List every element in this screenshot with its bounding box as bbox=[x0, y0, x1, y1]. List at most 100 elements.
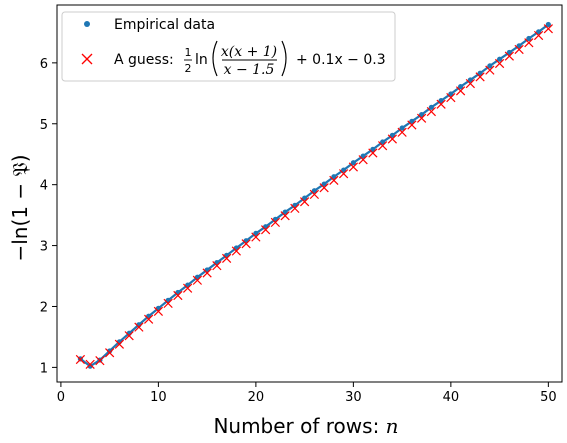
guess-point bbox=[377, 141, 388, 151]
x-tick-label: 0 bbox=[57, 390, 65, 405]
guess-point bbox=[251, 232, 261, 242]
empirical-point bbox=[321, 181, 327, 187]
guess-point bbox=[485, 65, 495, 75]
guess-point bbox=[416, 113, 427, 123]
guess-point bbox=[280, 211, 290, 221]
y-tick-label: 4 bbox=[40, 179, 48, 194]
guess-point bbox=[514, 44, 524, 55]
legend-half-denominator: 2 bbox=[185, 62, 192, 75]
axes-frame bbox=[56, 4, 563, 383]
guess-point bbox=[455, 86, 466, 96]
x-tick-label: 50 bbox=[540, 390, 557, 405]
guess-point bbox=[163, 298, 173, 309]
legend-box bbox=[61, 11, 396, 82]
guess-point bbox=[543, 24, 553, 34]
legend-half-numerator: 1 bbox=[185, 46, 192, 59]
guess-point bbox=[348, 162, 358, 172]
legend-empirical-label: Empirical data bbox=[114, 17, 215, 33]
empirical-point bbox=[458, 84, 464, 90]
guess-point bbox=[387, 134, 397, 144]
guess-point bbox=[114, 339, 125, 349]
empirical-point bbox=[389, 132, 395, 138]
legend-tail: + 0.1x − 0.3 bbox=[296, 52, 386, 68]
x-tick-label: 30 bbox=[345, 390, 362, 405]
guess-point bbox=[426, 106, 436, 117]
guess-point bbox=[475, 72, 485, 82]
empirical-point bbox=[516, 43, 522, 49]
guess-point bbox=[222, 253, 232, 263]
guess-point bbox=[231, 246, 242, 256]
axes: 0 10 20 30 40 50 1 2 3 4 5 6 bbox=[40, 4, 563, 405]
empirical-point bbox=[350, 160, 356, 166]
guess-point bbox=[533, 30, 544, 41]
plot-area bbox=[75, 21, 553, 369]
x-axis-label: Number of rows: n bbox=[213, 414, 398, 438]
guess-point bbox=[494, 58, 505, 69]
guess-point bbox=[446, 92, 456, 103]
empirical-point bbox=[506, 49, 512, 56]
empirical-point bbox=[467, 77, 473, 83]
y-tick-label: 2 bbox=[40, 300, 48, 315]
empirical-point bbox=[487, 63, 493, 69]
empirical-point bbox=[526, 35, 532, 42]
empirical-point bbox=[419, 112, 425, 118]
empirical-point bbox=[311, 188, 317, 194]
guess-point bbox=[261, 225, 271, 235]
empirical-point bbox=[341, 167, 347, 173]
guess-point bbox=[124, 331, 134, 341]
x-tick-label: 10 bbox=[150, 390, 167, 405]
legend-guess-marker bbox=[81, 53, 93, 65]
guess-point bbox=[300, 197, 310, 207]
guess-point bbox=[465, 78, 475, 89]
empirical-point bbox=[545, 21, 551, 28]
empirical-point bbox=[428, 104, 434, 110]
guess-point bbox=[397, 127, 407, 137]
empirical-point bbox=[380, 139, 386, 145]
empirical-point bbox=[331, 174, 337, 180]
guess-point bbox=[319, 183, 329, 193]
legend: Empirical data A guess: 1 2 ln x(x + 1) … bbox=[61, 11, 396, 82]
empirical-point bbox=[497, 56, 503, 62]
legend-empirical-marker bbox=[84, 21, 90, 27]
guess-point bbox=[290, 203, 300, 214]
x-axis-label-variable: n bbox=[386, 414, 399, 438]
empirical-point bbox=[438, 98, 444, 104]
legend-frac-numerator: x(x + 1) bbox=[221, 44, 277, 60]
guess-point bbox=[504, 51, 514, 61]
empirical-point bbox=[477, 70, 483, 76]
legend-ln: ln bbox=[195, 52, 208, 68]
empirical-point bbox=[360, 153, 366, 159]
legend-paren-left bbox=[212, 40, 218, 77]
x-axis-label-text: Number of rows: bbox=[213, 414, 385, 438]
guess-point bbox=[436, 99, 446, 109]
guess-point bbox=[144, 314, 154, 324]
y-tick-label: 5 bbox=[40, 118, 48, 133]
guess-point bbox=[95, 356, 105, 366]
x-tick-label: 20 bbox=[248, 390, 265, 405]
guess-point bbox=[358, 155, 368, 165]
guess-point bbox=[134, 322, 144, 332]
guess-point bbox=[368, 148, 378, 158]
empirical-point bbox=[302, 195, 308, 201]
guess-point bbox=[202, 268, 212, 278]
guess-point bbox=[75, 354, 86, 365]
y-tick-label: 6 bbox=[40, 57, 48, 72]
guess-point bbox=[212, 261, 222, 271]
guess-point bbox=[173, 290, 183, 301]
legend-frac-denominator: x − 1.5 bbox=[224, 62, 275, 78]
guess-point bbox=[329, 175, 339, 186]
legend-guess-label: A guess: 1 2 ln x(x + 1) x − 1.5 + 0.1x … bbox=[114, 40, 386, 78]
guess-point bbox=[192, 275, 203, 285]
y-axis-label: −ln(1 − 𝔓) bbox=[8, 154, 32, 261]
guess-point bbox=[85, 359, 95, 369]
guess-point bbox=[338, 169, 349, 179]
empirical-point bbox=[409, 118, 415, 124]
empirical-point bbox=[448, 91, 454, 97]
empirical-point bbox=[253, 230, 259, 236]
y-tick-label: 1 bbox=[40, 361, 48, 376]
y-tick-label: 3 bbox=[40, 240, 48, 255]
empirical-point bbox=[282, 209, 288, 215]
x-tick-label: 40 bbox=[443, 390, 460, 405]
empirical-point bbox=[370, 146, 376, 152]
